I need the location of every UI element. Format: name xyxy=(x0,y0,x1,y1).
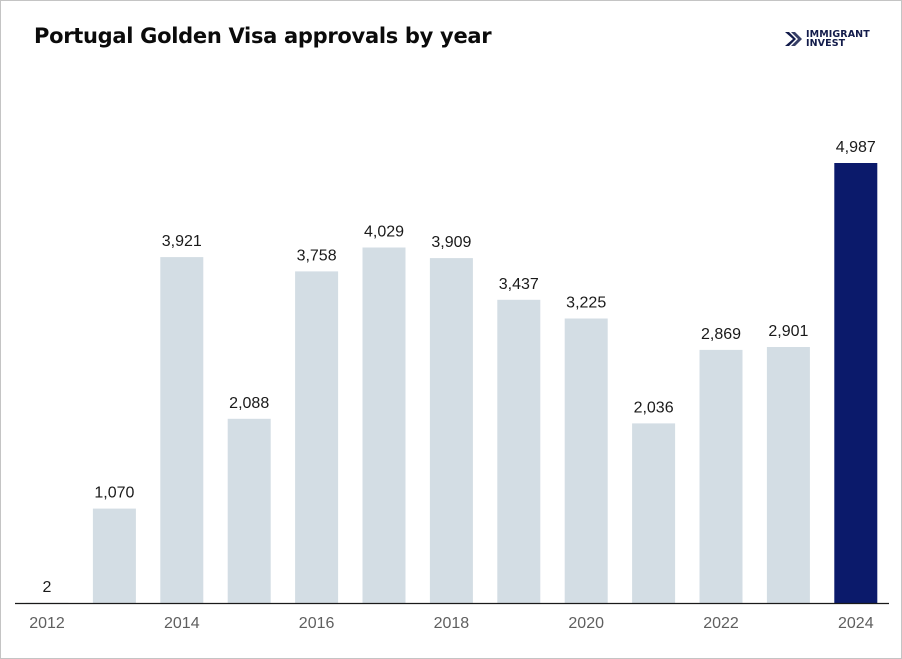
bar-value-label-2023: 2,901 xyxy=(768,323,808,340)
bar-2024 xyxy=(834,163,878,603)
bar-2021 xyxy=(632,423,676,603)
bar-value-label-2014: 3,921 xyxy=(162,233,202,250)
bar-2016 xyxy=(295,271,339,603)
bar-value-label-2012: 2 xyxy=(43,579,52,596)
bar-2020 xyxy=(564,318,608,603)
x-tick-label-2020: 2020 xyxy=(568,615,604,632)
x-tick-label-2024: 2024 xyxy=(838,615,874,632)
bar-value-label-2013: 1,070 xyxy=(94,485,134,502)
bar-2019 xyxy=(497,299,541,603)
bar-2022 xyxy=(699,349,743,603)
bar-value-label-2015: 2,088 xyxy=(229,395,269,412)
chevron-logo-icon xyxy=(785,32,802,46)
bar-value-label-2024: 4,987 xyxy=(836,139,876,156)
bar-value-label-2021: 2,036 xyxy=(634,399,674,416)
x-tick-label-2016: 2016 xyxy=(299,615,335,632)
bar-value-label-2019: 3,437 xyxy=(499,276,539,293)
bar-2023 xyxy=(766,347,810,603)
chart-title: Portugal Golden Visa approvals by year xyxy=(34,24,492,48)
x-tick-label-2022: 2022 xyxy=(703,615,739,632)
bar-2014 xyxy=(160,257,204,603)
immigrant-invest-logo: IMMIGRANT INVEST xyxy=(784,28,870,50)
bar-value-label-2016: 3,758 xyxy=(297,247,337,264)
x-tick-label-2012: 2012 xyxy=(29,615,65,632)
bar-value-label-2022: 2,869 xyxy=(701,326,741,343)
bar-value-label-2018: 3,909 xyxy=(431,234,471,251)
bar-2017 xyxy=(362,247,406,603)
logo-text-line2: INVEST xyxy=(806,38,846,49)
bar-2013 xyxy=(92,508,136,603)
bar-2018 xyxy=(429,258,473,603)
bar-2015 xyxy=(227,418,271,603)
x-tick-label-2014: 2014 xyxy=(164,615,200,632)
logo-text-line1: IMMIGRANT xyxy=(806,29,870,40)
bar-value-label-2020: 3,225 xyxy=(566,295,606,312)
bar-value-label-2017: 4,029 xyxy=(364,224,404,241)
x-tick-label-2018: 2018 xyxy=(434,615,470,632)
